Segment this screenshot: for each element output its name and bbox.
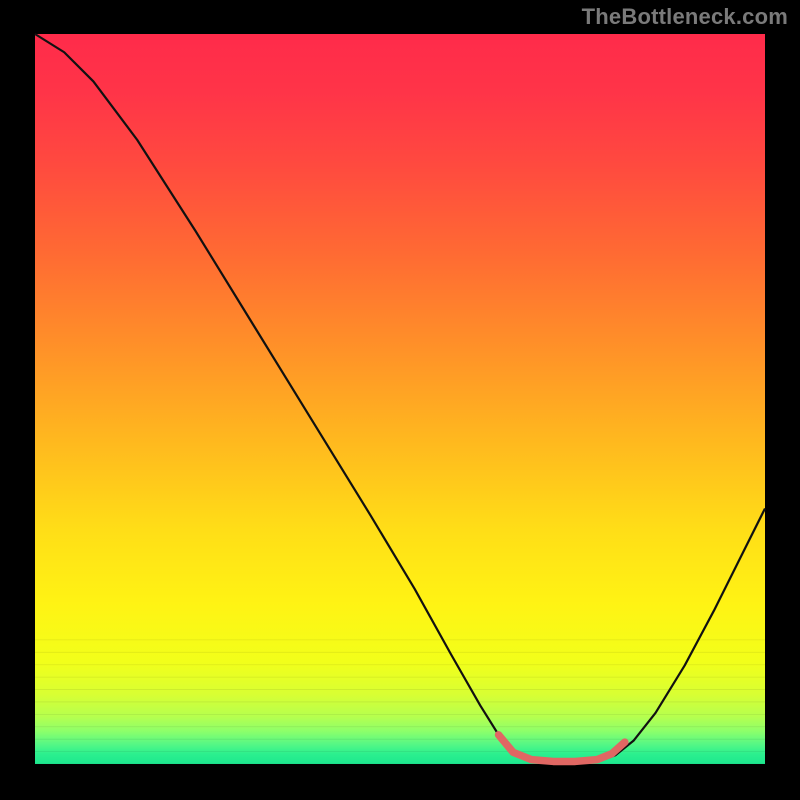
watermark-text: TheBottleneck.com [582, 4, 788, 30]
bottleneck-chart [0, 0, 800, 800]
gradient-background [35, 34, 765, 764]
